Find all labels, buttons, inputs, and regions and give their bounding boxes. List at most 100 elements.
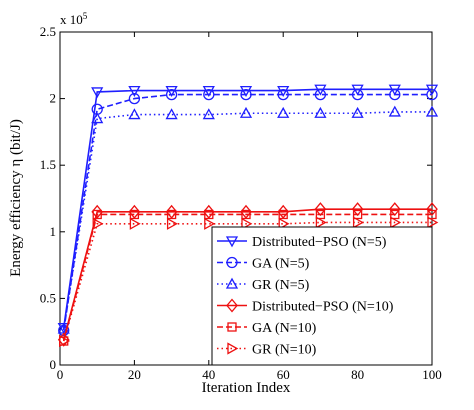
data-point <box>277 106 290 118</box>
data-point <box>128 204 141 219</box>
x-tick-label: 60 <box>277 367 290 382</box>
x-tick-label: 100 <box>422 367 442 382</box>
y-multiplier: x 105 <box>60 11 88 27</box>
data-point <box>57 332 70 347</box>
legend-item: GR (N=5) <box>217 277 310 293</box>
data-point <box>277 204 290 219</box>
legend-item: Distributed−PSO (N=5) <box>217 235 387 250</box>
data-point <box>204 209 214 220</box>
x-tick-label: 40 <box>202 367 215 382</box>
data-point <box>241 209 251 220</box>
data-point <box>129 209 140 220</box>
data-point <box>91 204 104 219</box>
data-point <box>91 112 104 124</box>
data-point <box>202 108 215 120</box>
data-point <box>166 217 178 230</box>
legend-marker <box>225 277 239 289</box>
x-tick-label: 20 <box>128 367 141 382</box>
legend-label: GA (N=5) <box>252 257 310 272</box>
legend-item: GR (N=10) <box>217 342 317 358</box>
series-4 <box>57 202 438 347</box>
data-point <box>128 92 141 105</box>
data-point <box>166 209 177 220</box>
data-point <box>203 88 215 101</box>
legend-label: GR (N=5) <box>252 278 310 293</box>
y-tick-label: 2.5 <box>40 24 56 39</box>
data-point <box>426 202 438 217</box>
data-point <box>128 85 141 97</box>
data-point <box>352 209 363 220</box>
data-point <box>165 85 178 97</box>
series-line <box>62 111 432 330</box>
y-tick-label: 0 <box>50 357 57 372</box>
y-tick-label: 1.5 <box>40 157 56 172</box>
series-line <box>62 213 432 342</box>
legend-marker <box>227 322 237 332</box>
data-point <box>315 209 326 220</box>
data-point <box>59 334 71 348</box>
data-point <box>277 85 290 97</box>
series-line <box>62 221 432 342</box>
y-multiplier-exponent: 5 <box>83 11 88 21</box>
data-point <box>128 108 141 120</box>
data-point <box>129 217 141 230</box>
series-2 <box>58 88 438 337</box>
y-tick-label: 0.5 <box>40 290 56 305</box>
series-line <box>62 208 432 340</box>
x-tick-label: 80 <box>351 367 364 382</box>
legend-label: Distributed−PSO (N=5) <box>252 235 387 250</box>
legend-box <box>211 226 433 366</box>
x-tick-label: 0 <box>57 367 64 382</box>
legend-marker <box>225 236 239 248</box>
data-point <box>202 204 215 219</box>
legend-label: Distributed−PSO (N=10) <box>252 300 394 315</box>
data-point <box>240 204 252 219</box>
data-point <box>277 88 289 101</box>
data-point <box>92 209 102 220</box>
data-point <box>390 216 402 229</box>
legend-marker <box>227 342 239 355</box>
data-point <box>165 88 178 101</box>
data-point <box>352 216 364 229</box>
data-point <box>389 88 401 101</box>
legend-item: GA (N=5) <box>217 257 310 272</box>
data-point <box>165 108 178 120</box>
data-point <box>351 88 364 101</box>
data-point <box>278 217 290 230</box>
series-6 <box>59 216 439 348</box>
legend-item: Distributed−PSO (N=10) <box>217 298 394 315</box>
series-layer <box>57 84 439 348</box>
data-point <box>388 105 401 117</box>
data-point <box>92 217 104 230</box>
series-line <box>62 93 432 331</box>
data-point <box>241 217 253 230</box>
data-point <box>314 106 327 118</box>
x-axis-title: Iteration Index <box>202 380 291 396</box>
data-point <box>315 216 327 229</box>
data-point <box>239 106 253 118</box>
legend-marker <box>226 256 238 269</box>
data-point <box>91 87 104 99</box>
data-point <box>204 217 216 230</box>
legend-marker <box>226 298 238 313</box>
data-point <box>426 88 438 101</box>
data-point <box>202 85 215 97</box>
y-axis-title: Energy efficiency η (bit/J) <box>8 119 24 277</box>
y-tick-label: 1 <box>50 224 57 239</box>
data-point <box>165 204 178 219</box>
data-point <box>314 88 327 101</box>
legend-label: GA (N=10) <box>252 321 317 336</box>
data-point <box>239 85 253 97</box>
axis-ticks: 0 20 40 60 80 100 0 0.5 1 1.5 2 2.5 <box>40 24 442 382</box>
legend-item: GA (N=10) <box>217 321 317 336</box>
data-point <box>390 209 400 220</box>
legend-label: GR (N=10) <box>252 343 317 358</box>
data-point <box>427 216 439 229</box>
data-point <box>427 209 437 220</box>
data-point <box>425 105 439 117</box>
y-tick-label: 2 <box>50 91 57 106</box>
data-point <box>278 209 288 220</box>
data-point <box>351 106 364 118</box>
series-line <box>62 88 432 328</box>
